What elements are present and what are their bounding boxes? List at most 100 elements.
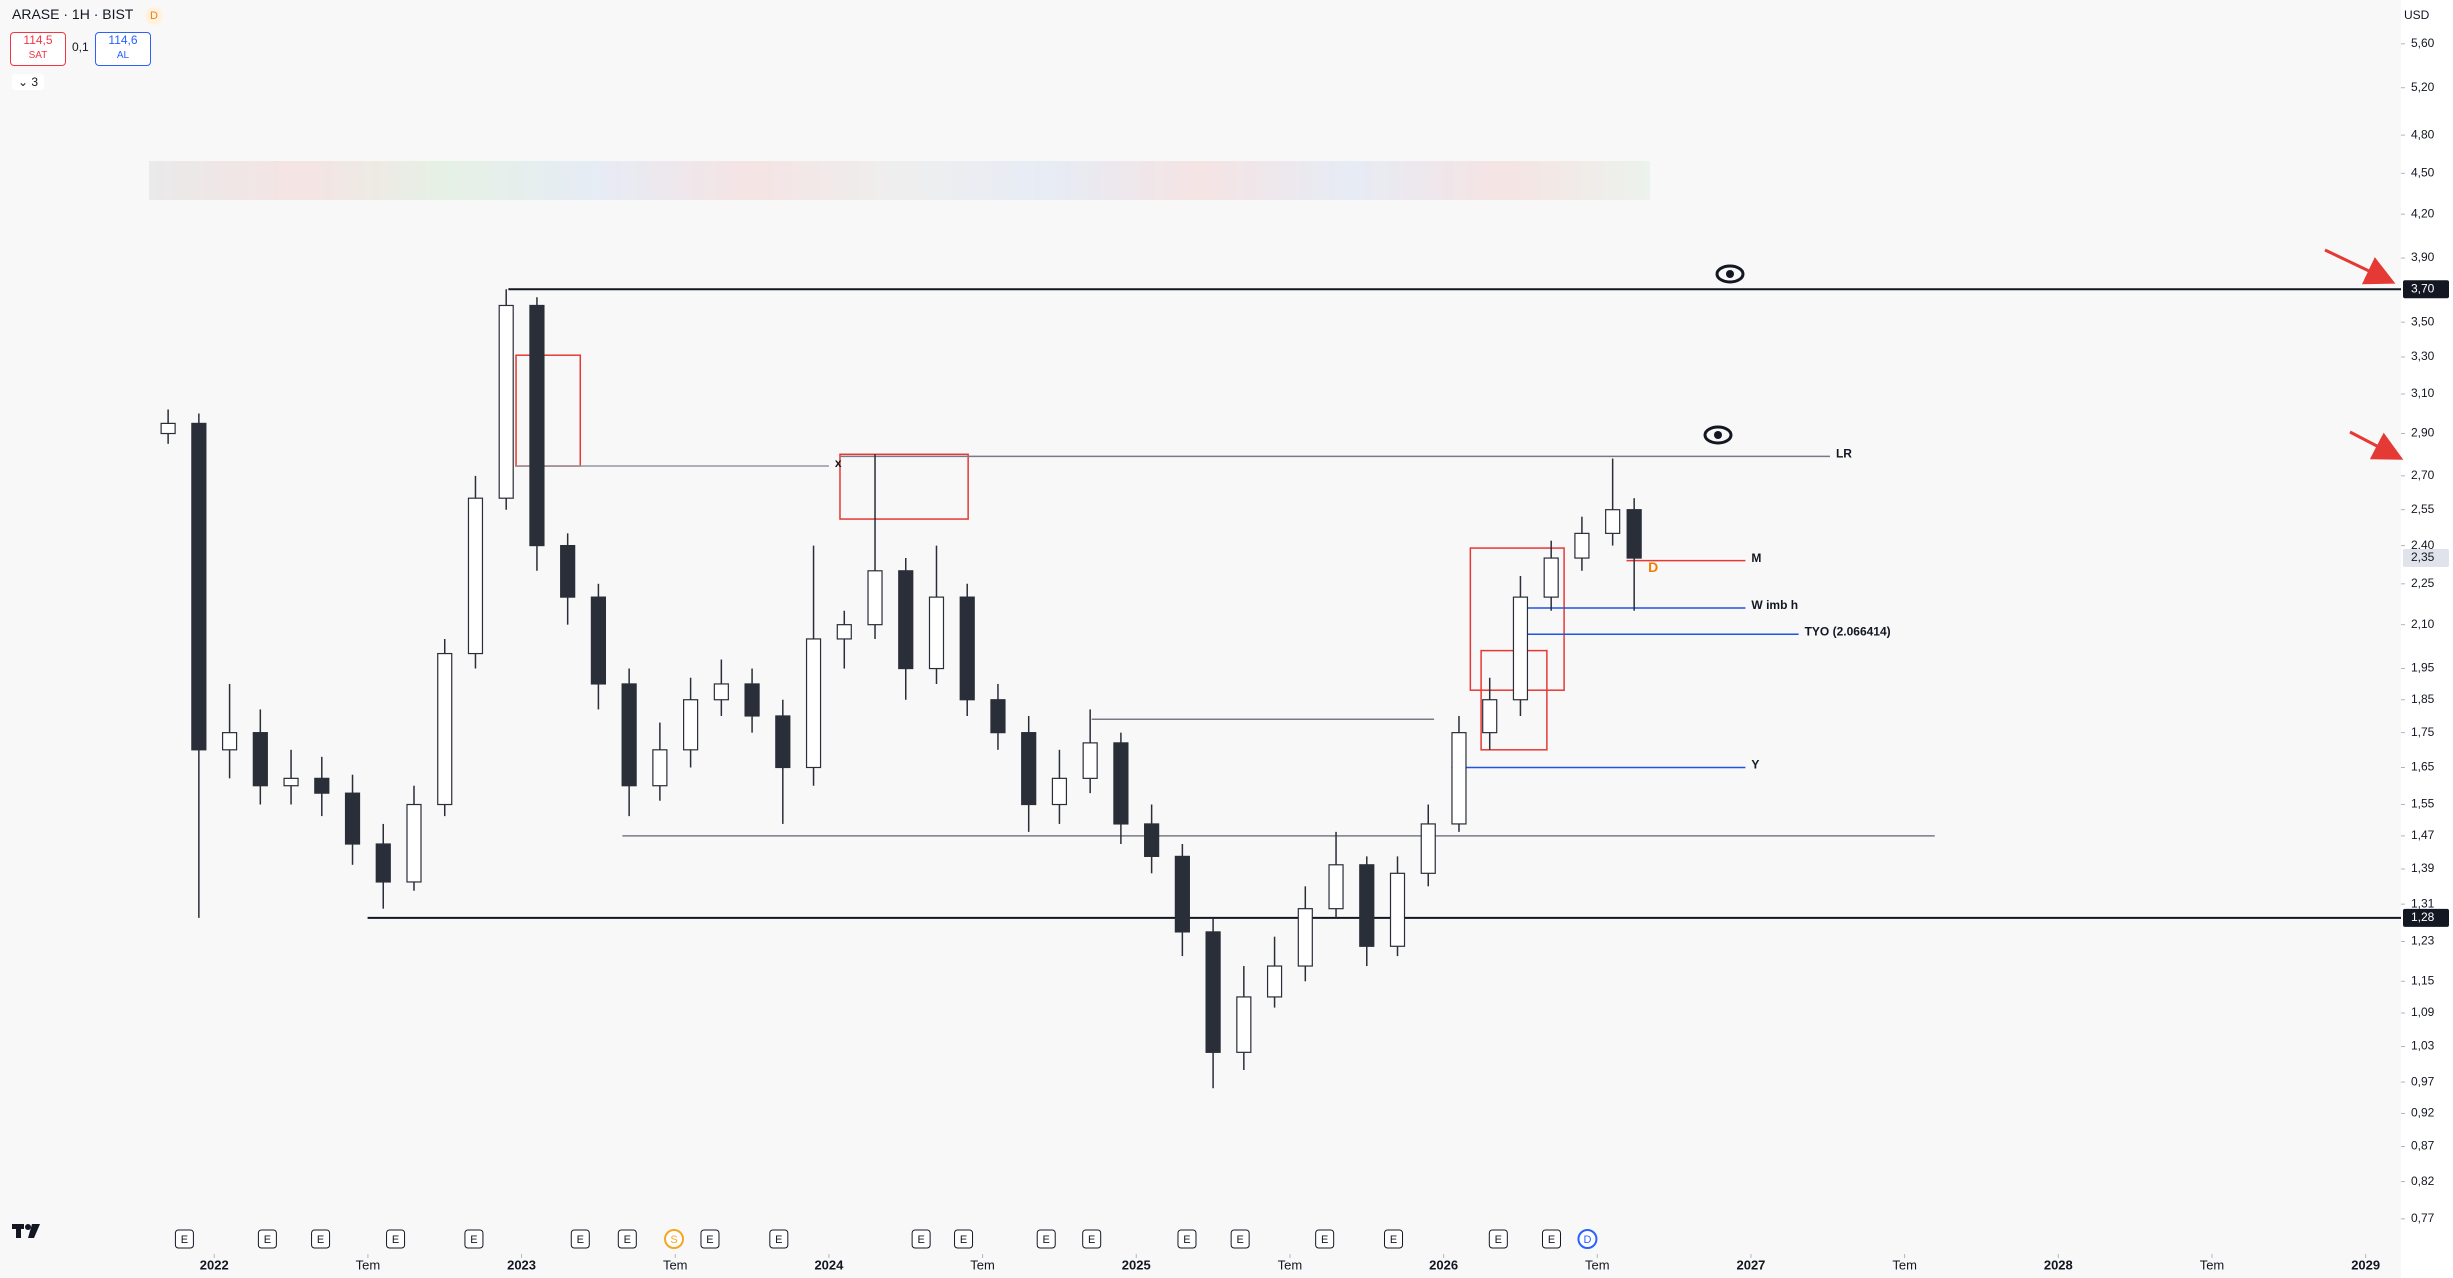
- candle-body: [1512, 596, 1529, 701]
- x-tick-label: 2024: [814, 1257, 844, 1272]
- candle-body: [590, 596, 607, 685]
- candle-body: [1328, 864, 1344, 910]
- arrow: [2324, 248, 2396, 285]
- y-tick-label: 2,70: [2411, 468, 2435, 482]
- event-label: E: [317, 1234, 324, 1246]
- event-label: E: [577, 1234, 584, 1246]
- x-tick-label: Tem: [356, 1257, 381, 1272]
- event-marker: [1036, 1229, 1056, 1249]
- x-tick-label: Tem: [1278, 1257, 1303, 1272]
- candle-body: [1021, 732, 1037, 806]
- event-label: D: [1583, 1234, 1591, 1246]
- logo: [12, 1224, 40, 1238]
- candle-body: [1605, 509, 1621, 534]
- candle-body: [375, 843, 391, 883]
- candle-body: [252, 732, 268, 787]
- event-label: E: [1495, 1234, 1502, 1246]
- indicator-count: 3: [31, 75, 39, 89]
- candle-body: [1297, 908, 1313, 967]
- candle-body: [160, 422, 176, 435]
- last-price-label: 2,35: [2411, 550, 2435, 564]
- candle-body: [1482, 699, 1498, 734]
- x-tick-label: 2023: [507, 1257, 536, 1272]
- y-tick-label: 1,85: [2411, 692, 2435, 706]
- zone: [515, 354, 582, 467]
- event-label: E: [1043, 1234, 1050, 1246]
- candle-body: [1420, 823, 1436, 874]
- event-marker: [1315, 1229, 1335, 1249]
- candle-body: [344, 792, 361, 845]
- candle-body: [1174, 855, 1190, 933]
- candle-body: [744, 683, 760, 717]
- event-label: E: [392, 1234, 399, 1246]
- line-label: x: [835, 456, 842, 470]
- event-label: E: [1548, 1234, 1555, 1246]
- candle-body: [1051, 777, 1068, 806]
- candle-body: [283, 777, 299, 787]
- candle-body: [1543, 557, 1559, 598]
- level-tag-label: 3,70: [2411, 281, 2435, 295]
- candle-body: [805, 638, 822, 769]
- y-tick-label: 1,75: [2411, 725, 2435, 739]
- candle-body: [898, 570, 914, 670]
- candle-body: [1574, 532, 1590, 559]
- currency[interactable]: USD: [2404, 8, 2430, 22]
- event-marker: [1384, 1229, 1404, 1249]
- x-tick-label: Tem: [663, 1257, 688, 1272]
- y-tick-label: 5,60: [2411, 36, 2435, 50]
- event-label: E: [181, 1234, 188, 1246]
- x-tick-label: 2027: [1736, 1257, 1765, 1272]
- y-tick-label: 1,03: [2411, 1039, 2435, 1053]
- event-label: E: [706, 1234, 713, 1246]
- event-marker: [257, 1229, 277, 1249]
- candle-body: [1082, 742, 1098, 779]
- candle-body: [406, 803, 422, 883]
- x-tick-label: 2029: [2351, 1257, 2380, 1272]
- event-marker: [1577, 1229, 1598, 1249]
- y-tick-label: 2,25: [2411, 576, 2435, 590]
- candle-body: [221, 732, 238, 751]
- y-tick-label: 0,82: [2411, 1174, 2435, 1188]
- event-marker: [1488, 1229, 1508, 1249]
- candle-body: [1144, 823, 1160, 857]
- y-tick-label: 2,10: [2411, 617, 2435, 631]
- x-tick-label: 2025: [1122, 1257, 1151, 1272]
- candle-body: [867, 570, 883, 626]
- candle-body: [775, 715, 791, 769]
- event-label: E: [470, 1234, 477, 1246]
- level-tag: [2403, 908, 2449, 927]
- arrow: [2349, 430, 2404, 460]
- line-label: LR: [1836, 447, 1852, 461]
- x-tick-label: 2026: [1429, 1257, 1458, 1272]
- y-tick-label: 1,31: [2411, 896, 2435, 910]
- badge: D: [145, 7, 163, 25]
- y-tick-label: 1,55: [2411, 797, 2435, 811]
- event-marker: [911, 1229, 931, 1249]
- line-label: Y: [1751, 758, 1759, 772]
- event-label: E: [624, 1234, 631, 1246]
- x-tick-label: Tem: [970, 1257, 995, 1272]
- sell-price: 114,5: [23, 33, 53, 47]
- event-label: E: [1321, 1234, 1328, 1246]
- indicator-toggle[interactable]: ⌄ 3: [12, 74, 45, 90]
- y-tick-label: 1,23: [2411, 934, 2435, 948]
- candle-body: [652, 749, 668, 787]
- eye-icon: [1715, 264, 1745, 284]
- last-price-tag: [2403, 549, 2449, 568]
- candle-body: [437, 652, 453, 806]
- y-tick-label: 0,92: [2411, 1106, 2435, 1120]
- y-tick-label: 3,90: [2411, 250, 2435, 264]
- event-marker: [570, 1229, 590, 1249]
- buy-button[interactable]: 114,6 AL: [95, 32, 151, 66]
- sell-button[interactable]: 114,5 SAT: [10, 32, 66, 66]
- symbol[interactable]: ARASE · 1H · BIST: [12, 6, 134, 22]
- candle-body: [836, 624, 852, 640]
- line-label: W imb h: [1751, 598, 1798, 612]
- event-label: E: [775, 1234, 782, 1246]
- candle-body: [498, 304, 514, 499]
- event-marker: [174, 1229, 194, 1249]
- y-tick-label: 0,97: [2411, 1074, 2435, 1088]
- y-tick-label: 1,15: [2411, 973, 2435, 987]
- event-marker: [617, 1229, 637, 1249]
- level-tag-label: 1,28: [2411, 910, 2435, 924]
